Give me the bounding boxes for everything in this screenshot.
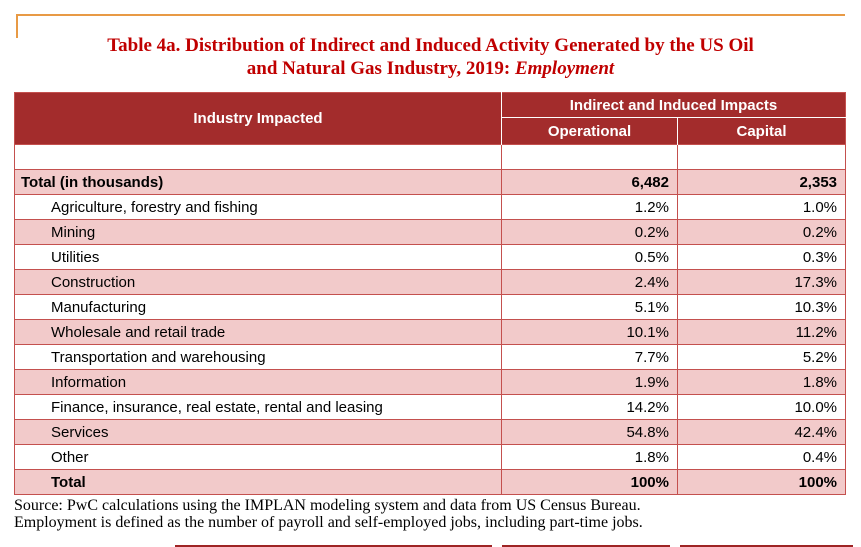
next-table-cutoff-rule-segment	[502, 545, 670, 547]
industry-cell: Finance, insurance, real estate, rental …	[14, 394, 502, 420]
operational-cell: 1.9%	[501, 369, 678, 395]
industry-cell: Manufacturing	[14, 294, 502, 320]
table-row: Utilities 0.5% 0.3%	[14, 244, 847, 270]
operational-cell: 100%	[501, 469, 678, 495]
table-title-line1: Table 4a. Distribution of Indirect and I…	[107, 35, 754, 56]
capital-cell	[676, 144, 847, 170]
spacer-row	[14, 144, 847, 170]
footnote-source: Source: PwC calculations using the IMPLA…	[14, 497, 641, 514]
col-header-industry: Industry Impacted	[14, 92, 502, 145]
operational-cell: 1.8%	[501, 444, 678, 470]
capital-cell: 100%	[676, 469, 847, 495]
table-row: Mining 0.2% 0.2%	[14, 219, 847, 245]
operational-cell: 2.4%	[501, 269, 678, 295]
table-row: Total (in thousands) 6,482 2,353	[14, 169, 847, 195]
operational-cell: 0.2%	[501, 219, 678, 245]
table-row: Information 1.9% 1.8%	[14, 369, 847, 395]
capital-cell: 0.4%	[676, 444, 847, 470]
capital-cell: 17.3%	[676, 269, 847, 295]
capital-cell: 5.2%	[676, 344, 847, 370]
industry-cell: Services	[14, 419, 502, 445]
capital-cell: 2,353	[676, 169, 847, 195]
industry-cell: Total	[14, 469, 502, 495]
table-title-line2: and Natural Gas Industry, 2019:	[246, 58, 515, 79]
header-row-group: Industry Impacted Indirect and Induced I…	[14, 92, 846, 145]
top-border-rule	[16, 14, 845, 38]
industry-cell: Mining	[14, 219, 502, 245]
capital-cell: 1.8%	[676, 369, 847, 395]
operational-cell: 5.1%	[501, 294, 678, 320]
operational-cell: 54.8%	[501, 419, 678, 445]
footnotes: Source: PwC calculations using the IMPLA…	[14, 497, 643, 531]
operational-cell: 10.1%	[501, 319, 678, 345]
operational-cell: 1.2%	[501, 194, 678, 220]
industry-cell: Other	[14, 444, 502, 470]
footnote-definition: Employment is defined as the number of p…	[14, 514, 643, 531]
table-title: Table 4a. Distribution of Indirect and I…	[0, 34, 861, 80]
table-row: Construction 2.4% 17.3%	[14, 269, 847, 295]
header-row-sub: Operational Capital	[15, 117, 846, 145]
capital-cell: 0.3%	[676, 244, 847, 270]
table-header: Industry Impacted Indirect and Induced I…	[14, 92, 846, 145]
table-row: Total 100% 100%	[14, 469, 847, 495]
table-row: Other 1.8% 0.4%	[14, 444, 847, 470]
table-row: Transportation and warehousing 7.7% 5.2%	[14, 344, 847, 370]
col-header-operational: Operational	[501, 117, 678, 145]
operational-cell: 7.7%	[501, 344, 678, 370]
industry-cell: Wholesale and retail trade	[14, 319, 502, 345]
capital-cell: 10.0%	[676, 394, 847, 420]
industry-cell: Transportation and warehousing	[14, 344, 502, 370]
table-row: Manufacturing 5.1% 10.3%	[14, 294, 847, 320]
operational-cell: 0.5%	[501, 244, 678, 270]
table-row: Agriculture, forestry and fishing 1.2% 1…	[14, 194, 847, 220]
table-row: Services 54.8% 42.4%	[14, 419, 847, 445]
capital-cell: 1.0%	[676, 194, 847, 220]
impacts-table: Industry Impacted Indirect and Induced I…	[14, 92, 847, 495]
capital-cell: 0.2%	[676, 219, 847, 245]
industry-cell: Construction	[14, 269, 502, 295]
next-table-cutoff-rule-segment	[680, 545, 853, 547]
industry-cell: Information	[14, 369, 502, 395]
col-header-capital: Capital	[677, 117, 846, 145]
capital-cell: 42.4%	[676, 419, 847, 445]
industry-cell	[14, 144, 502, 170]
operational-cell: 14.2%	[501, 394, 678, 420]
table-body: Total (in thousands) 6,482 2,353 Agricul…	[14, 144, 847, 495]
operational-cell: 6,482	[501, 169, 678, 195]
next-table-cutoff-rule-segment	[175, 545, 492, 547]
industry-cell: Agriculture, forestry and fishing	[14, 194, 502, 220]
capital-cell: 11.2%	[676, 319, 847, 345]
operational-cell	[501, 144, 678, 170]
table-row: Finance, insurance, real estate, rental …	[14, 394, 847, 420]
table-row: Wholesale and retail trade 10.1% 11.2%	[14, 319, 847, 345]
capital-cell: 10.3%	[676, 294, 847, 320]
industry-cell: Utilities	[14, 244, 502, 270]
table-title-emphasis: Employment	[514, 58, 615, 79]
industry-cell: Total (in thousands)	[14, 169, 502, 195]
col-header-impacts-group: Indirect and Induced Impacts	[501, 92, 846, 118]
